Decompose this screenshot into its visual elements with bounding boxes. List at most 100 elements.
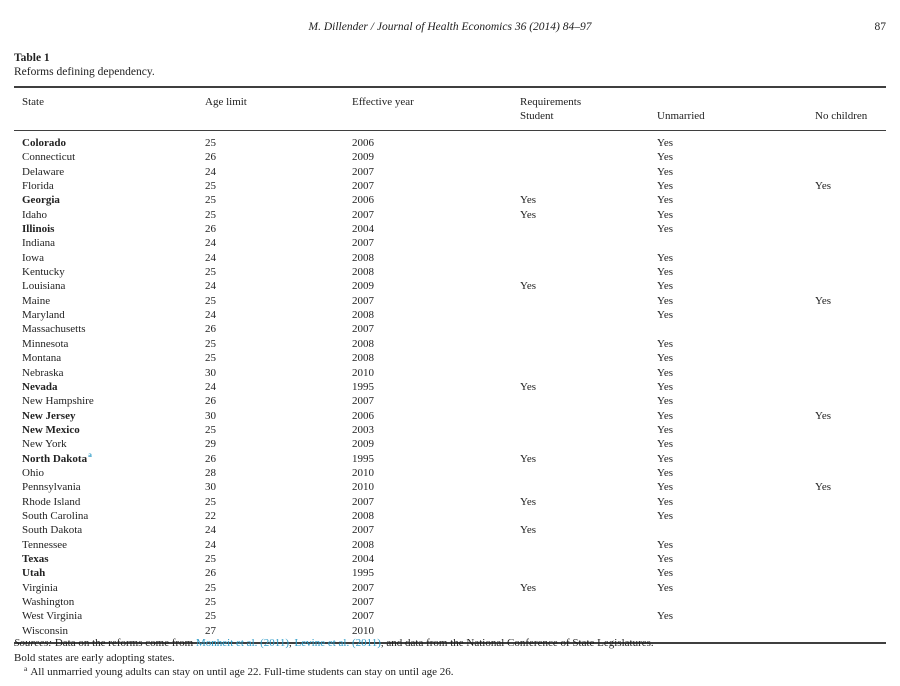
cell-state: Virginia [22, 581, 58, 594]
sources-text: , and data from the National Conference … [380, 637, 654, 649]
cell-state: New Hampshire [22, 395, 94, 408]
cell-effective-year: 2007 [352, 294, 374, 307]
table-row: West Virginia 25 2007 Yes [14, 609, 886, 623]
cell-age-limit: 26 [205, 323, 216, 336]
cell-unmarried [657, 322, 815, 336]
cell-effective-year: 2007 [352, 395, 374, 408]
cell-unmarried: Yes [657, 581, 674, 594]
cell-age-limit: 25 [205, 137, 216, 149]
cell-no-children [815, 279, 886, 293]
cell-no-children [815, 208, 886, 222]
cell-unmarried: Yes [657, 223, 674, 236]
cell-state: Washington [22, 596, 75, 608]
table-row: Minnesota 25 2008 Yes [14, 337, 886, 351]
table-row: Washington 25 2007 [14, 595, 886, 609]
cell-student [520, 236, 657, 250]
cell-unmarried: Yes [657, 165, 674, 178]
cell-effective-year: 2004 [352, 223, 374, 236]
footnote-marker-link[interactable]: a [88, 449, 92, 459]
table-header-rule [14, 130, 886, 131]
cell-state: Delaware [22, 165, 65, 178]
cell-unmarried: Yes [657, 352, 674, 365]
cell-no-children [815, 351, 886, 365]
cell-student [520, 251, 657, 265]
table-row: South Dakota 24 2007 Yes [14, 523, 886, 537]
cell-no-children [815, 366, 886, 380]
cell-no-children [815, 193, 886, 207]
reforms-table: State Age limit Effective year Requireme… [14, 86, 886, 645]
table-row: Massachusetts 26 2007 [14, 322, 886, 336]
table-row: Colorado 25 2006 Yes [14, 136, 886, 150]
cell-age-limit: 30 [205, 481, 216, 494]
cell-age-limit: 24 [205, 524, 216, 537]
cell-unmarried: Yes [657, 423, 674, 436]
cell-age-limit: 24 [205, 380, 216, 393]
cell-unmarried: Yes [657, 294, 674, 307]
cell-student [520, 294, 657, 308]
cell-effective-year: 1995 [352, 452, 374, 465]
cell-effective-year: 2007 [352, 495, 374, 508]
cell-state: Maryland [22, 309, 65, 322]
cell-age-limit: 26 [205, 395, 216, 408]
footnote-a: a All unmarried young adults can stay on … [14, 664, 886, 680]
table-row: Florida 25 2007 Yes Yes [14, 179, 886, 193]
cell-unmarried: Yes [657, 151, 674, 164]
cell-state: New Mexico [22, 423, 80, 436]
cell-effective-year: 2007 [352, 596, 374, 608]
cell-unmarried: Yes [657, 366, 674, 379]
cell-unmarried: Yes [657, 452, 674, 465]
cell-effective-year: 2008 [352, 337, 374, 350]
cell-effective-year: 2007 [352, 610, 374, 623]
cell-effective-year: 2008 [352, 352, 374, 365]
cell-no-children: Yes [815, 294, 832, 307]
cell-age-limit: 25 [205, 423, 216, 436]
cell-unmarried: Yes [657, 337, 674, 350]
cell-unmarried: Yes [657, 180, 674, 193]
cell-age-limit: 24 [205, 309, 216, 322]
table-row: Delaware 24 2007 Yes [14, 165, 886, 179]
cell-unmarried: Yes [657, 409, 674, 422]
cell-effective-year: 2009 [352, 438, 374, 451]
cell-unmarried: Yes [657, 567, 674, 580]
cell-effective-year: 2007 [352, 323, 374, 336]
cell-state: Texas [22, 552, 49, 565]
citation-link-monheit[interactable]: Monheit et al. (2011) [195, 637, 290, 649]
cell-student: Yes [520, 495, 537, 508]
cell-age-limit: 25 [205, 266, 216, 279]
cell-effective-year: 2006 [352, 137, 374, 149]
cell-state: Rhode Island [22, 495, 81, 508]
cell-student: Yes [520, 524, 537, 537]
cell-unmarried: Yes [657, 309, 674, 322]
cell-student [520, 366, 657, 380]
cell-student [520, 322, 657, 336]
table-row: Illinois 26 2004 Yes [14, 222, 886, 236]
cell-state: South Dakota [22, 524, 83, 537]
cell-age-limit: 25 [205, 495, 216, 508]
cell-unmarried: Yes [657, 208, 674, 221]
cell-state: Indiana [22, 237, 55, 250]
cell-no-children [815, 380, 886, 394]
table-notes: Sources: Data on the reforms come from M… [14, 636, 886, 680]
running-head: M. Dillender / Journal of Health Economi… [308, 21, 592, 33]
cell-no-children [815, 222, 886, 236]
cell-age-limit: 26 [205, 223, 216, 236]
citation-link-levine[interactable]: Levine et al. (2011) [294, 637, 381, 649]
cell-no-children: Yes [815, 180, 832, 193]
cell-unmarried: Yes [657, 380, 674, 393]
cell-unmarried: Yes [657, 137, 674, 149]
table-heading: Table 1 Reforms defining dependency. [14, 51, 155, 79]
cell-student: Yes [520, 208, 537, 221]
cell-state: New Jersey [22, 409, 76, 422]
cell-unmarried: Yes [657, 466, 674, 479]
cell-age-limit: 25 [205, 596, 216, 608]
cell-student [520, 351, 657, 365]
cell-age-limit: 24 [205, 280, 216, 293]
sources-label: Sources: [14, 637, 53, 649]
cell-state: Maine [22, 294, 51, 307]
cell-state: Kentucky [22, 266, 65, 279]
table-bottom-rule [14, 642, 886, 645]
cell-effective-year: 2010 [352, 466, 374, 479]
cell-student [520, 409, 657, 423]
cell-state: North Dakotaa [22, 449, 92, 465]
